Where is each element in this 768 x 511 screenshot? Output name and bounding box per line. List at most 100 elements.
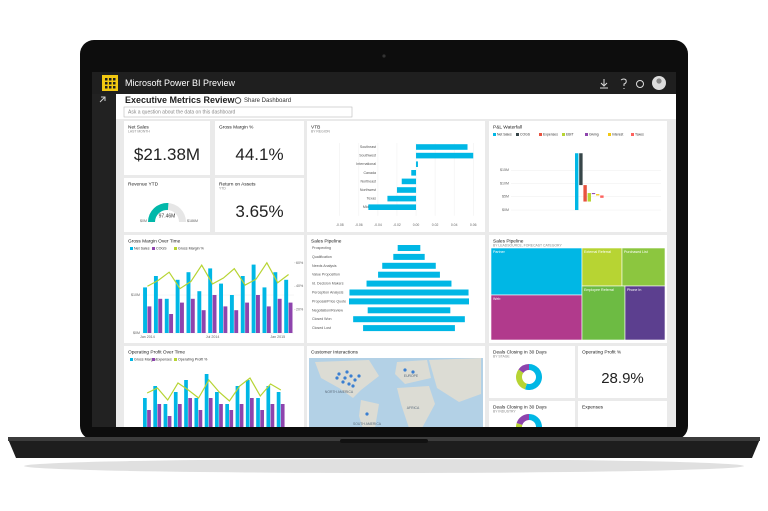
x-tick-label: -0.04 bbox=[374, 223, 382, 227]
bar bbox=[387, 195, 417, 202]
bar bbox=[401, 178, 417, 185]
tile-title: Revenue YTD bbox=[128, 181, 159, 187]
bar bbox=[284, 279, 289, 333]
bar bbox=[219, 283, 223, 333]
legend-label: Taxes bbox=[635, 133, 644, 137]
donut-slice bbox=[516, 414, 529, 425]
avatar-head bbox=[656, 78, 662, 84]
camera bbox=[382, 54, 386, 58]
category-label: Southeast bbox=[360, 145, 376, 149]
funnel-bar bbox=[397, 245, 421, 251]
legend-swatch bbox=[631, 133, 634, 136]
legend-swatch bbox=[130, 358, 133, 361]
expand-nav[interactable] bbox=[99, 96, 106, 103]
legend-label: Interest bbox=[612, 133, 623, 137]
treemap-label: External Referral bbox=[584, 250, 611, 254]
bar bbox=[163, 404, 168, 427]
funnel-bar bbox=[363, 325, 455, 332]
interaction-dot bbox=[353, 378, 357, 382]
legend-label: Expenses bbox=[543, 133, 558, 137]
stage-label: Proposal/Price Quote bbox=[312, 299, 346, 303]
tile-subtitle: BY STAGE bbox=[493, 354, 510, 358]
top-bar bbox=[92, 72, 676, 94]
legend-label: EBIT bbox=[566, 133, 574, 137]
bar bbox=[188, 398, 192, 427]
x-tick-label: 0.00 bbox=[413, 223, 420, 227]
legend-swatch bbox=[152, 358, 155, 361]
x-tick-label: 0.06 bbox=[470, 223, 477, 227]
stage-label: Needs Analysis bbox=[312, 264, 337, 268]
bar bbox=[153, 386, 158, 427]
x-tick-label: 0.02 bbox=[432, 223, 439, 227]
tile-subtitle: YTD bbox=[219, 186, 226, 190]
waterfall-bar bbox=[596, 194, 600, 196]
tile-title: Return on Assets bbox=[219, 181, 256, 187]
bar bbox=[245, 380, 250, 427]
bar bbox=[251, 264, 256, 333]
bar bbox=[212, 295, 217, 333]
treemap-cell bbox=[490, 247, 583, 296]
qa-box[interactable] bbox=[123, 106, 353, 118]
tile-title: Deals Closing in 30 Days bbox=[493, 349, 547, 355]
donut-slice bbox=[529, 414, 542, 427]
tile-value: 44.1% bbox=[235, 145, 283, 164]
tile-title: Net Sales bbox=[128, 124, 149, 130]
bar bbox=[169, 314, 174, 333]
tile-subtitle: BY INDUSTRY bbox=[493, 409, 516, 413]
shadow bbox=[24, 459, 744, 473]
bar bbox=[234, 310, 239, 333]
bar bbox=[260, 410, 264, 427]
legend-swatch bbox=[174, 358, 177, 361]
bar bbox=[157, 404, 162, 427]
y-tick-label: $10M bbox=[500, 181, 509, 185]
tile bbox=[307, 121, 485, 232]
interaction-dot bbox=[335, 376, 339, 380]
tile-title: Operating Profit % bbox=[582, 349, 622, 355]
bar bbox=[266, 306, 271, 333]
map-label: EUROPE bbox=[404, 374, 419, 378]
bar bbox=[186, 272, 191, 333]
tile bbox=[215, 121, 304, 175]
bar bbox=[223, 306, 228, 333]
bar bbox=[158, 298, 163, 333]
funnel-bar bbox=[349, 298, 469, 305]
launcher-grid bbox=[105, 78, 116, 89]
land bbox=[429, 358, 481, 402]
funnel-bar bbox=[382, 262, 436, 269]
bar bbox=[197, 291, 202, 333]
category-label: International bbox=[356, 162, 376, 166]
tile-title: Deals Closing in 30 Days bbox=[493, 404, 547, 410]
toolbar-icons[interactable] bbox=[600, 78, 644, 89]
waterfall-bar bbox=[587, 193, 591, 202]
left-nav bbox=[92, 94, 116, 427]
category-label: Southwest bbox=[359, 154, 376, 158]
interaction-dot bbox=[365, 412, 369, 416]
bar bbox=[164, 298, 169, 333]
stage-label: Negotiation/Review bbox=[312, 308, 343, 312]
bar bbox=[201, 310, 206, 333]
gauge-value bbox=[148, 202, 169, 222]
stage-label: Closed Lost bbox=[312, 326, 331, 330]
base-notch bbox=[340, 439, 428, 443]
treemap-label: Web bbox=[493, 297, 500, 301]
treemap-label: Purchased List bbox=[624, 250, 648, 254]
bar bbox=[219, 404, 223, 427]
laptop-base bbox=[8, 439, 760, 458]
share-icon[interactable] bbox=[234, 97, 242, 104]
share-dashboard[interactable]: Share Dashboard bbox=[244, 98, 291, 104]
donut-slice bbox=[516, 369, 527, 390]
legend-swatch bbox=[516, 133, 519, 136]
y2-tick-label: 60% bbox=[296, 261, 304, 265]
treemap-cell bbox=[490, 294, 583, 341]
bar bbox=[288, 302, 293, 333]
stage-label: Closed Won bbox=[312, 317, 332, 321]
interaction-dot bbox=[357, 374, 361, 378]
bar bbox=[153, 276, 158, 333]
bar bbox=[208, 268, 213, 333]
interaction-dot bbox=[403, 368, 407, 372]
funnel-bar bbox=[349, 289, 469, 296]
waterfall-bar bbox=[575, 153, 579, 211]
